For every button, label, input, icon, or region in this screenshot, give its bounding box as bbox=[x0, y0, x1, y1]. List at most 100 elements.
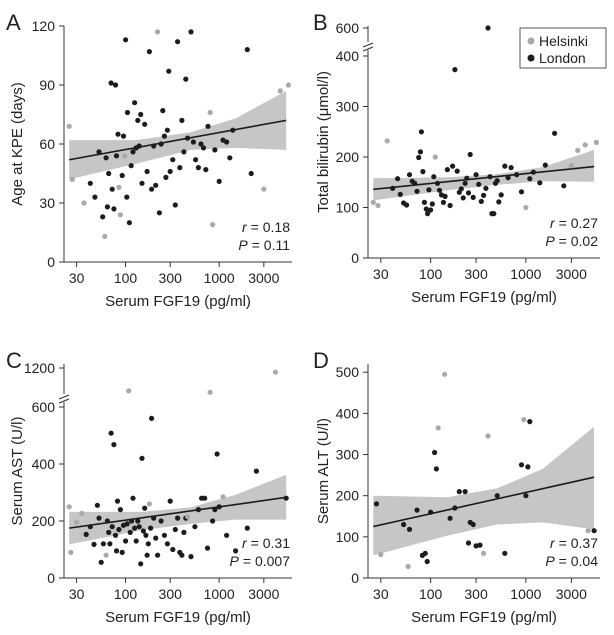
data-point bbox=[224, 139, 230, 145]
data-point bbox=[124, 521, 130, 527]
p-value: = 0.02 bbox=[559, 233, 599, 249]
y-tick-label: 200 bbox=[336, 488, 360, 504]
data-point bbox=[212, 507, 218, 513]
data-point bbox=[212, 147, 218, 153]
data-point bbox=[96, 149, 102, 155]
data-point bbox=[111, 206, 117, 212]
data-point bbox=[285, 82, 292, 88]
y-tick-label: 0 bbox=[351, 570, 359, 586]
data-point bbox=[470, 521, 476, 528]
data-point bbox=[183, 76, 189, 82]
data-point bbox=[496, 199, 502, 205]
r-statistic: r = 0.27 bbox=[550, 215, 598, 231]
x-tick-label: 30 bbox=[373, 586, 389, 602]
data-point bbox=[203, 167, 209, 173]
data-point bbox=[405, 563, 411, 570]
data-point bbox=[375, 202, 381, 209]
legend-label: Helsinki bbox=[539, 33, 588, 49]
data-point bbox=[115, 131, 121, 137]
data-point bbox=[498, 192, 504, 198]
panel-letter: A bbox=[6, 10, 21, 35]
data-point bbox=[153, 182, 159, 188]
data-point bbox=[124, 194, 130, 200]
x-tick-label: 1000 bbox=[204, 586, 235, 602]
data-point bbox=[429, 201, 435, 207]
data-point bbox=[210, 222, 216, 228]
data-point bbox=[123, 538, 129, 544]
data-point bbox=[130, 149, 136, 155]
data-point bbox=[552, 130, 558, 136]
data-point bbox=[190, 139, 196, 145]
data-point bbox=[485, 433, 491, 439]
data-point bbox=[525, 464, 531, 470]
data-point bbox=[185, 135, 191, 141]
legend-marker-london bbox=[527, 54, 535, 62]
data-point bbox=[384, 138, 390, 144]
data-point bbox=[561, 183, 567, 189]
data-point bbox=[505, 175, 511, 181]
r-value: = 0.27 bbox=[559, 215, 599, 231]
data-point bbox=[132, 525, 138, 531]
data-point bbox=[591, 528, 597, 534]
data-point bbox=[575, 147, 581, 153]
data-point bbox=[166, 68, 172, 74]
x-axis-label: Serum FGF19 (pg/ml) bbox=[105, 609, 251, 626]
y-tick-label: 90 bbox=[39, 77, 55, 93]
data-point bbox=[277, 88, 283, 94]
y-axis-label: Age at KPE (days) bbox=[9, 82, 26, 205]
data-point bbox=[460, 195, 466, 201]
data-point bbox=[81, 200, 87, 206]
data-point bbox=[440, 199, 446, 205]
data-point bbox=[119, 172, 125, 179]
data-point bbox=[142, 121, 148, 127]
data-point bbox=[216, 178, 222, 184]
data-point bbox=[476, 181, 482, 187]
data-point bbox=[100, 541, 106, 547]
data-point bbox=[112, 82, 119, 88]
y-tick-label: 0 bbox=[47, 570, 55, 586]
y-tick-label: 100 bbox=[336, 529, 360, 545]
data-point bbox=[158, 518, 164, 524]
r-statistic: r = 0.37 bbox=[550, 535, 598, 551]
y-tick-label: 60 bbox=[39, 136, 55, 152]
y-tick-label: 400 bbox=[336, 48, 360, 64]
confidence-band bbox=[373, 426, 595, 556]
data-point bbox=[188, 554, 194, 560]
data-point bbox=[100, 214, 106, 220]
data-point bbox=[473, 543, 479, 549]
y-tick-label: 300 bbox=[336, 447, 360, 463]
data-point bbox=[109, 186, 115, 192]
data-point bbox=[378, 551, 384, 558]
r-value: = 0.37 bbox=[559, 535, 599, 551]
data-point bbox=[502, 550, 508, 556]
data-point bbox=[406, 172, 413, 178]
y-tick-label: 200 bbox=[32, 513, 56, 529]
data-point bbox=[126, 220, 132, 226]
x-tick-label: 300 bbox=[159, 586, 183, 602]
panel-b: 30 100 300 1000 3000 0 100 200 300 400 600 Serum FG… bbox=[313, 10, 600, 306]
data-point bbox=[164, 541, 170, 547]
data-point bbox=[406, 526, 413, 533]
data-point bbox=[527, 419, 533, 425]
data-point bbox=[117, 212, 123, 218]
y-tick-label: 0 bbox=[47, 254, 55, 270]
x-tick-label: 100 bbox=[419, 586, 443, 602]
data-point bbox=[144, 168, 150, 175]
x-axis-label: Serum FGF19 (pg/ml) bbox=[411, 609, 557, 626]
data-point bbox=[456, 489, 462, 495]
data-point bbox=[426, 187, 432, 193]
data-point bbox=[224, 532, 230, 538]
p-statistic: P = 0.02 bbox=[545, 233, 598, 249]
data-point bbox=[585, 528, 591, 534]
data-point bbox=[163, 174, 169, 180]
y-tick-label: 600 bbox=[32, 399, 56, 415]
data-point bbox=[593, 139, 600, 145]
data-point bbox=[172, 202, 178, 208]
data-point bbox=[502, 163, 508, 169]
data-point bbox=[425, 211, 431, 217]
data-point bbox=[195, 507, 201, 513]
data-point bbox=[181, 529, 187, 536]
data-point bbox=[170, 546, 176, 553]
data-point bbox=[253, 468, 259, 474]
data-point bbox=[432, 154, 438, 160]
